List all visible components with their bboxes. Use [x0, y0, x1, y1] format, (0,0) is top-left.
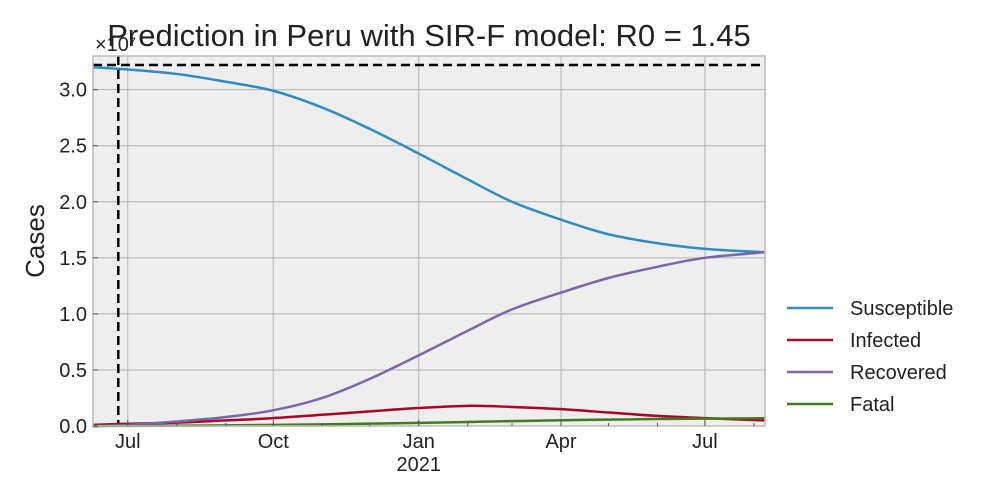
y-tick-label: 3.0 [59, 80, 87, 102]
y-tick-label: 1.5 [59, 248, 87, 270]
x-tick-sublabel: 2021 [396, 454, 441, 476]
x-tick-label: Apr [545, 431, 576, 453]
series-line-infected [92, 404, 766, 427]
legend-label-fatal: Fatal [850, 394, 894, 416]
legend-label-recovered: Recovered [850, 362, 947, 384]
series-line-susceptible [92, 65, 766, 254]
legend-label-susceptible: Susceptible [850, 298, 953, 320]
y-tick-label: 1.0 [59, 304, 87, 326]
legend-label-infected: Infected [850, 330, 921, 352]
x-tick-label: Jan [403, 431, 435, 453]
reference-lines [93, 56, 765, 426]
x-tick-label: Oct [258, 431, 290, 453]
plot-area [93, 56, 765, 426]
y-axis: 0.0 0.5 1.0 1.5 2.0 2.5 3.0 [59, 80, 98, 438]
grid [93, 56, 765, 427]
series-line-recovered [92, 250, 766, 428]
legend: Susceptible Infected Recovered Fatal [787, 298, 953, 416]
y-tick-label: 2.5 [59, 136, 87, 158]
y-axis-offset-label: ×10⁷ [95, 34, 136, 56]
y-tick-label: 0.0 [59, 416, 87, 438]
y-axis-label: Cases [20, 204, 50, 278]
y-tick-label: 0.5 [59, 360, 87, 382]
x-tick-label: Jul [692, 431, 718, 453]
y-tick-label: 2.0 [59, 192, 87, 214]
chart-title: Prediction in Peru with SIR-F model: R0 … [107, 18, 751, 53]
plot-border [92, 55, 766, 427]
x-tick-label: Jul [115, 431, 141, 453]
